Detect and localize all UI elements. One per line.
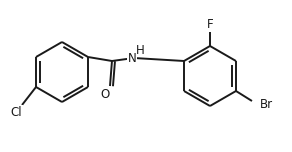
Text: O: O bbox=[100, 88, 110, 100]
Text: N: N bbox=[128, 52, 136, 66]
Text: Br: Br bbox=[259, 98, 272, 112]
Text: Cl: Cl bbox=[10, 105, 22, 119]
Text: F: F bbox=[207, 17, 213, 31]
Text: H: H bbox=[136, 43, 145, 57]
